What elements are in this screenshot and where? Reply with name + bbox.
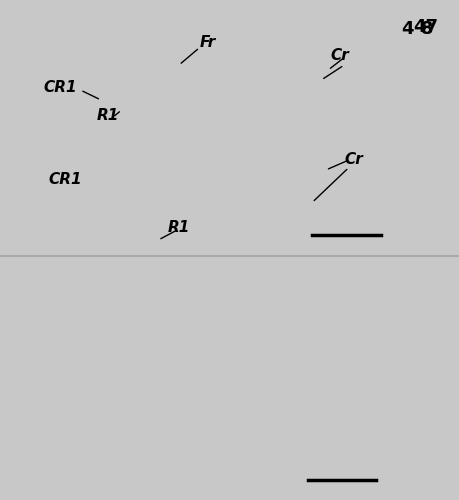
Text: 47: 47 <box>414 18 438 36</box>
FancyBboxPatch shape <box>0 256 459 500</box>
Text: 4 8: 4 8 <box>403 20 434 38</box>
Text: Fr: Fr <box>200 35 216 50</box>
FancyBboxPatch shape <box>0 0 459 256</box>
Text: R1: R1 <box>168 220 190 235</box>
Text: Cr: Cr <box>344 152 363 168</box>
Text: Cr: Cr <box>330 48 349 62</box>
Text: CR1: CR1 <box>44 80 77 95</box>
Text: CR1: CR1 <box>48 172 82 188</box>
Text: R1: R1 <box>96 108 119 122</box>
